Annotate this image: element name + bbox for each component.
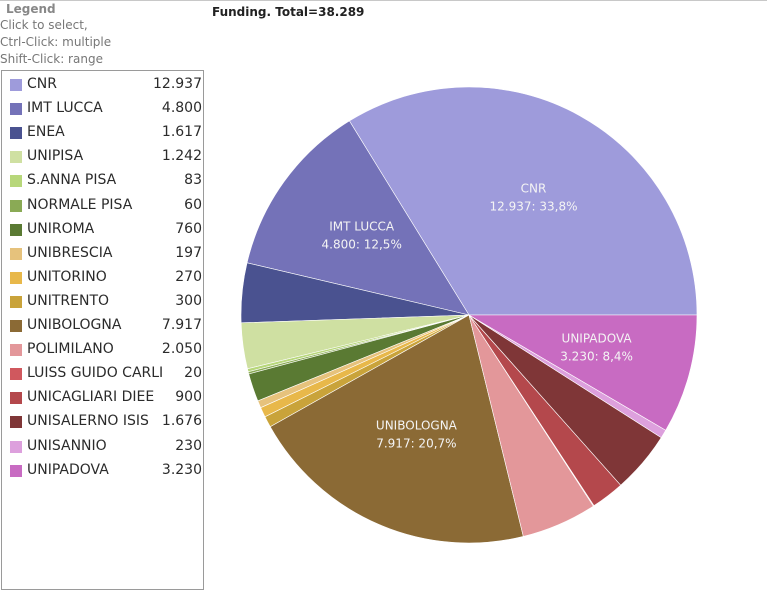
legend-item[interactable]: POLIMILANO 2.050 [2, 338, 205, 362]
pie-chart: CNR 12.937: 33,8% IMT LUCCA 4.800: 12,5% UNI… [240, 86, 698, 544]
legend-title: Legend [6, 2, 56, 16]
legend-item[interactable]: IMT LUCCA 4.800 [2, 97, 205, 121]
legend-swatch [10, 320, 22, 332]
legend-swatch [10, 175, 22, 188]
legend-item[interactable]: LUISS GUIDO CARLI 20 [2, 362, 205, 386]
legend-item-value: 12.937 [153, 76, 202, 92]
legend-item-value: 1.242 [161, 148, 202, 165]
legend-item-label: POLIMILANO [27, 341, 114, 358]
legend-swatch [10, 247, 22, 260]
legend-item-label: NORMALE PISA [27, 196, 133, 213]
legend-swatch [10, 79, 22, 91]
legend-item-value: 197 [175, 244, 202, 261]
legend-item-value: 7.917 [161, 317, 202, 333]
legend-item-value: 20 [184, 365, 202, 382]
legend-item-label: UNITORINO [27, 268, 107, 285]
chart-title: Funding. Total=38.289 [212, 5, 365, 19]
legend-item-value: 230 [175, 437, 202, 454]
legend-item-value: 760 [175, 220, 202, 237]
legend-swatch [10, 464, 22, 477]
legend-item-label: UNIBRESCIA [27, 244, 113, 261]
legend-list[interactable]: CNR 12.937 IMT LUCCA 4.800 ENEA 1.617 UNIPISA 1… [1, 70, 204, 590]
pie-slice[interactable] [348, 86, 698, 316]
legend-item-value: 2.050 [161, 341, 202, 358]
legend-item-value: 1.617 [161, 124, 202, 141]
legend-item-label: CNR [27, 76, 57, 92]
legend-item[interactable]: UNIPISA 1.242 [2, 145, 205, 169]
legend-swatch [10, 416, 22, 429]
legend-swatch [10, 368, 22, 381]
legend-item[interactable]: UNIBOLOGNA 7.917 [2, 314, 205, 338]
legend-swatch [10, 295, 22, 308]
legend-item-label: S.ANNA PISA [27, 172, 117, 189]
pie-slice[interactable] [467, 314, 698, 431]
slice-label-value: 12.937: 33,8% [490, 200, 578, 214]
legend-swatch [10, 127, 22, 140]
legend-item[interactable]: UNISANNIO 230 [2, 435, 205, 459]
legend-swatch [10, 103, 22, 116]
legend-item-value: 300 [175, 292, 202, 309]
pie-slice[interactable] [246, 120, 470, 316]
legend-hint-select: Click to select, [0, 18, 88, 32]
legend-swatch [10, 199, 22, 212]
legend-item-value: 60 [184, 196, 202, 213]
legend-item-label: UNISANNIO [27, 437, 107, 454]
legend-swatch [10, 392, 22, 405]
legend-item-label: UNIBOLOGNA [27, 317, 122, 333]
legend-item[interactable]: CNR 12.937 [2, 73, 205, 97]
legend-item[interactable]: UNITORINO 270 [2, 266, 205, 290]
legend-item-value: 900 [175, 389, 202, 406]
slice-label-name: UNIBOLOGNA [376, 418, 458, 432]
slice-label-value: 7.917: 20,7% [376, 436, 456, 450]
legend-item[interactable]: UNICAGLIARI DIEE 900 [2, 386, 205, 410]
legend-item-label: UNISALERNO ISIS [27, 413, 149, 430]
legend-item-label: IMT LUCCA [27, 100, 103, 117]
legend-item[interactable]: S.ANNA PISA 83 [2, 169, 205, 193]
legend-swatch [10, 151, 22, 164]
top-border [0, 0, 767, 1]
legend-swatch [10, 223, 22, 236]
legend-item-label: UNIPADOVA [27, 461, 109, 478]
legend-item-value: 1.676 [161, 413, 202, 430]
legend-item-label: UNIROMA [27, 220, 95, 237]
legend-item-value: 3.230 [161, 461, 202, 478]
slice-label-value: 4.800: 12,5% [322, 238, 402, 252]
legend-item-label: UNICAGLIARI DIEE [27, 389, 155, 406]
legend-swatch [10, 440, 22, 453]
slice-label-name: CNR [521, 182, 547, 196]
legend-item-value: 270 [175, 268, 202, 285]
legend-item-value: 83 [184, 172, 202, 189]
legend-item[interactable]: UNIPADOVA 3.230 [2, 459, 205, 483]
legend-item-label: UNIPISA [27, 148, 84, 165]
slice-label-name: UNIPADOVA [562, 332, 633, 346]
legend-item-label: UNITRENTO [27, 292, 110, 309]
legend-swatch [10, 344, 22, 357]
legend-item[interactable]: UNIROMA 760 [2, 218, 205, 242]
legend-item-label: ENEA [27, 124, 65, 141]
legend-swatch [10, 271, 22, 284]
legend-item[interactable]: UNITRENTO 300 [2, 290, 205, 314]
legend-hint-range: Shift-Click: range [0, 52, 103, 66]
slice-label-value: 3.230: 8,4% [560, 350, 633, 364]
legend-item[interactable]: UNISALERNO ISIS 1.676 [2, 410, 205, 434]
legend-item-label: LUISS GUIDO CARLI [27, 365, 164, 382]
legend-item[interactable]: ENEA 1.617 [2, 121, 205, 145]
legend-item-value: 4.800 [161, 100, 202, 117]
slice-label-name: IMT LUCCA [329, 220, 395, 234]
legend-item[interactable]: NORMALE PISA 60 [2, 194, 205, 218]
legend-item[interactable]: UNIBRESCIA 197 [2, 242, 205, 266]
pie-slice[interactable] [269, 314, 524, 544]
legend-hint-multiple: Ctrl-Click: multiple [0, 35, 112, 49]
